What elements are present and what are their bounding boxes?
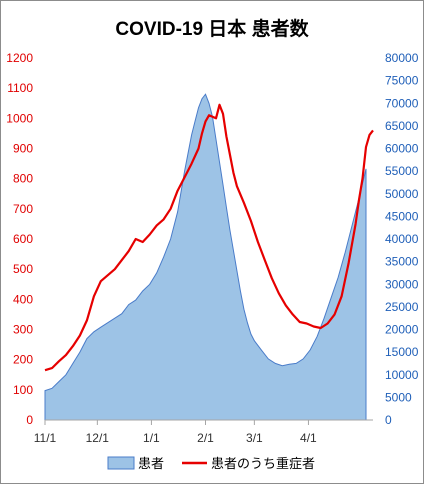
y-left-tick-label: 500 <box>13 262 33 276</box>
y-right-tick-label: 35000 <box>385 255 419 269</box>
y-right-tick-label: 60000 <box>385 142 419 156</box>
y-right-tick-label: 15000 <box>385 345 419 359</box>
y-left-tick-label: 0 <box>26 413 33 427</box>
legend: 患者 患者のうち重症者 <box>107 456 315 471</box>
x-tick-label: 4/1 <box>300 431 317 445</box>
y-left-tick-label: 300 <box>13 323 33 337</box>
y-right-tick-label: 5000 <box>385 390 412 404</box>
y-right-tick-label: 70000 <box>385 96 419 110</box>
y-right-tick-label: 75000 <box>385 74 419 88</box>
y-left-tick-label: 1100 <box>7 81 33 95</box>
series-line-severe <box>44 103 374 372</box>
y-left-tick-label: 700 <box>13 202 33 216</box>
x-tick-label: 1/1 <box>143 431 160 445</box>
y-left-tick-label: 1200 <box>6 51 33 65</box>
x-tick-label: 2/1 <box>197 431 214 445</box>
y-left-tick-label: 900 <box>13 142 33 156</box>
x-tick-label: 12/1 <box>86 431 110 445</box>
y-left-tick-label: 200 <box>13 353 33 367</box>
x-tick-label: 11/1 <box>34 431 57 445</box>
y-left-tick-label: 100 <box>13 383 33 397</box>
y-left-tick-label: 1000 <box>6 111 33 125</box>
y-right-tick-label: 40000 <box>385 232 419 246</box>
y-left-tick-label: 600 <box>13 232 33 246</box>
y-left-tick-label: 800 <box>13 172 33 186</box>
y-right-tick-label: 10000 <box>385 368 419 382</box>
legend-label-patients: 患者 <box>138 456 164 471</box>
x-tick-label: 3/1 <box>246 431 263 445</box>
legend-label-severe: 患者のうち重症者 <box>211 456 315 471</box>
y-right-tick-label: 55000 <box>385 164 419 178</box>
y-right-tick-label: 65000 <box>385 119 419 133</box>
y-right-tick-label: 80000 <box>385 51 419 65</box>
legend-swatch-patients <box>107 456 135 470</box>
chart-title: COVID-19 日本 患者数 <box>115 17 309 40</box>
y-right-tick-label: 0 <box>385 413 392 427</box>
y-right-tick-label: 25000 <box>385 300 419 314</box>
plot-area: 0 100 200 300 400 500 600 700 800 900 1000 1100 1200… <box>6 51 418 445</box>
y-right-tick-label: 50000 <box>385 187 419 201</box>
y-left-tick-label: 400 <box>13 292 33 306</box>
y-right-tick-label: 20000 <box>385 323 419 337</box>
y-right-tick-label: 45000 <box>385 209 419 223</box>
y-right-tick-label: 30000 <box>385 277 419 291</box>
series-area-patients <box>44 93 367 421</box>
